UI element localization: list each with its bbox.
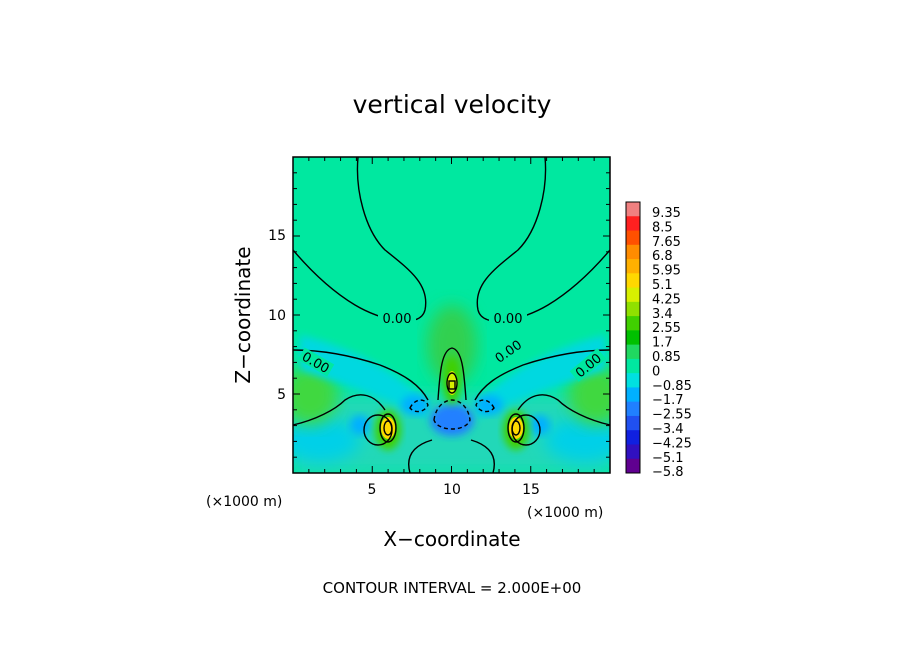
contour-labels: 0.00 0.00 0.00 0.00 0.00 [297, 311, 607, 382]
contour-label-1: 0.00 [383, 312, 412, 327]
contour-base-left [408, 439, 433, 473]
colorbar-label: 5.1 [652, 278, 673, 293]
colorbar-swatch [626, 358, 640, 374]
colorbar-label: −3.4 [652, 422, 684, 437]
colorbar-label: 9.35 [652, 206, 681, 221]
contour-center-core [446, 372, 458, 394]
contour-left-ring [363, 414, 393, 446]
contour-low-right [517, 394, 610, 426]
field-cyan-left [293, 418, 360, 462]
contour-left-core [379, 413, 397, 443]
colorbar-swatch [626, 301, 640, 317]
colorbar-swatch [626, 430, 640, 445]
contour-center-column [437, 347, 467, 401]
contour-interval-text: CONTOUR INTERVAL = 2.000E+00 [323, 579, 582, 597]
colorbar-label: 0.85 [652, 350, 681, 365]
colorbar-label: 5.95 [652, 264, 681, 279]
colorbar-label: −4.25 [652, 436, 692, 451]
colorbar-swatch [626, 401, 640, 417]
y-axis-label: Z−coordinate [231, 246, 255, 383]
y-unit-label: (×1000 m) [206, 494, 282, 510]
contour-center-box [448, 380, 456, 390]
contour-neg-center [433, 399, 471, 430]
plot-area: 0.00 0.00 0.00 0.00 0.00 [293, 157, 610, 473]
tick-marks [293, 157, 610, 473]
colorbar-swatch [626, 330, 640, 346]
colorbar-label: 8.5 [652, 220, 673, 235]
contour-mid-left [293, 349, 429, 401]
contour-neg-right [475, 399, 495, 413]
colorbar-swatch [626, 373, 640, 388]
field-cyan-arm-right [475, 335, 605, 420]
field-cyan-arm-left [300, 335, 430, 420]
x-axis-label: X−coordinate [383, 527, 520, 551]
field-cyan-right [545, 418, 610, 462]
x-tick-15: 15 [522, 482, 540, 498]
colorbar-label: −0.85 [652, 379, 692, 394]
contour-right-ring [511, 414, 541, 446]
contour-mid-right [474, 349, 610, 401]
field-green-left [293, 365, 338, 425]
x-tick-10: 10 [443, 482, 461, 498]
contour-top-right [476, 157, 610, 322]
contour-top-left [293, 157, 427, 322]
colorbar-swatch [626, 458, 640, 474]
x-unit-label: (×1000 m) [527, 505, 603, 521]
colorbar-label: 3.4 [652, 307, 673, 322]
field-blue-small-right [530, 415, 550, 435]
colorbar: 9.358.57.656.85.955.14.253.42.551.70.850… [625, 201, 692, 480]
colorbar-label: −5.1 [652, 451, 684, 466]
y-tick-5: 5 [277, 387, 286, 403]
y-tick-10: 10 [268, 308, 286, 324]
colorbar-label: 2.55 [652, 321, 681, 336]
colorbar-swatch [626, 344, 640, 360]
contour-base-right [470, 439, 495, 473]
field-green-column [427, 305, 477, 385]
x-tick-5: 5 [368, 482, 377, 498]
field-blue-left [401, 395, 429, 415]
colorbar-swatch [626, 202, 640, 217]
colorbar-swatch [626, 259, 640, 274]
colorbar-swatch [626, 387, 640, 403]
colorbar-label: 4.25 [652, 292, 681, 307]
chart-title: vertical velocity [353, 90, 552, 119]
colorbar-swatch [626, 230, 640, 246]
colorbar-frame [625, 201, 641, 474]
colorbar-swatch [626, 316, 640, 331]
field-blue-right [475, 395, 503, 415]
contour-neg-left [409, 399, 429, 413]
colorbar-label: −2.55 [652, 408, 692, 423]
field-blue-center [430, 404, 474, 436]
contour-label-2: 0.00 [494, 312, 523, 327]
colorbar-swatch [626, 444, 640, 460]
contour-low-left [293, 394, 386, 426]
contour-right-core [507, 413, 525, 443]
colorbar-swatch [626, 244, 640, 260]
colorbar-label: 0 [652, 364, 660, 379]
y-tick-15: 15 [268, 228, 286, 244]
colorbar-label: −1.7 [652, 393, 684, 408]
colorbar-label: 7.65 [652, 235, 681, 250]
colorbar-label: 1.7 [652, 336, 673, 351]
colorbar-label: −5.8 [652, 465, 684, 480]
field-blue-small-left [350, 415, 370, 435]
colorbar-label: 6.8 [652, 249, 673, 264]
colorbar-swatch [626, 216, 640, 232]
colorbar-swatch [626, 273, 640, 289]
colorbar-swatch [626, 415, 640, 431]
contour-lines [293, 157, 610, 473]
colorbar-swatch [626, 287, 640, 303]
